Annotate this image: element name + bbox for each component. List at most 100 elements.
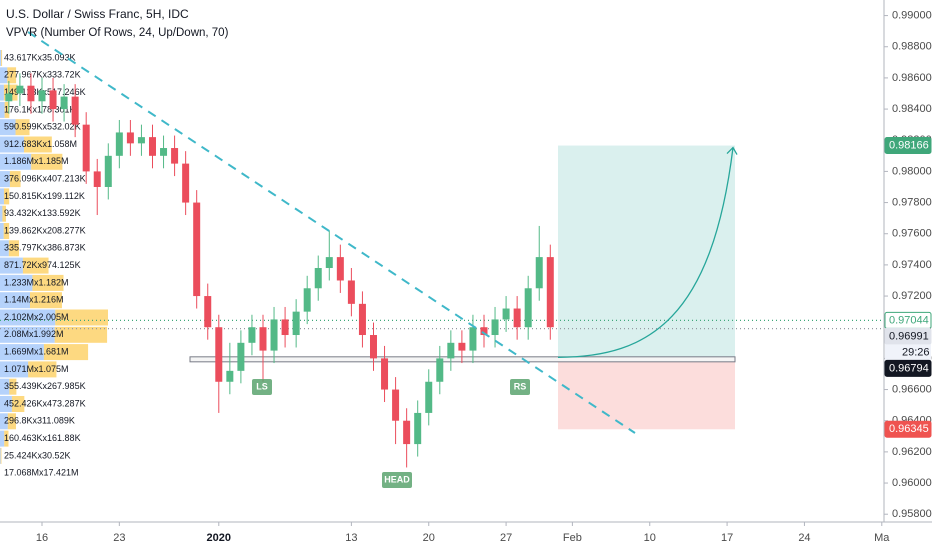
candle-body [38,90,46,102]
candle-body [237,342,245,371]
volume-up-bar [0,309,56,326]
volume-down-bar [28,361,57,378]
candle-body [71,96,79,125]
candle-body [414,412,422,445]
y-tick-label: 0.98600 [892,72,932,84]
price-label-box [884,359,932,377]
time-scale [0,522,932,550]
candle-body [292,311,300,336]
volume-label: 2.08Mx1.992M [4,329,64,339]
volume-up-bar [0,50,2,66]
candle-body [160,148,168,156]
price-label: 0.96345 [889,423,929,435]
candle-body [137,137,145,144]
neckline [189,356,736,363]
candle-body [204,296,212,328]
volume-down-bar [32,274,64,291]
candle-body [60,96,68,110]
annotation-label: LS [256,381,268,391]
candle-body [259,327,267,351]
candle-body [49,90,57,110]
x-tick-label: 10 [644,532,656,544]
overlay: LS RS HEAD [252,146,738,488]
volume-up-bar [0,257,23,274]
y-tick-label: 0.98400 [892,103,932,115]
volume-up-bar [0,84,4,101]
price-label: 0.98166 [889,139,929,151]
price-label: 0.96991 [889,330,929,342]
volume-down-bar [4,430,9,447]
candle-body [369,335,377,359]
candle-body [126,132,134,144]
volume-down-bar [24,136,52,153]
volume-label: 1.669Mx1.681M [4,346,69,356]
candle-body [16,85,24,94]
y-tick-label: 0.98800 [892,41,932,53]
volume-label: 1.233Mx1.182M [4,277,69,287]
volume-total-label: 17.068Mx17.421M [4,468,79,478]
candle-body [115,132,123,156]
volume-up-bar [0,153,32,170]
volume-up-bar [0,119,16,136]
volume-up-bar [0,223,4,239]
volume-label: 93.432Kx133.592K [4,208,81,218]
candle-body [104,155,112,187]
volume-down-bar [7,413,16,430]
volume-up-bar [0,413,8,430]
candle-body [381,358,389,390]
y-tick-label: 0.96000 [892,477,932,489]
chart-title: U.S. Dollar / Swiss Franc, 5H, IDC [6,7,189,21]
volume-up-bar [0,430,5,447]
volume-up-bar [0,447,1,464]
candle-body [281,319,289,336]
volume-down-bar [2,205,6,222]
candle-body [215,327,223,382]
projection-curve [557,147,734,358]
countdown: 29:26 [902,346,930,358]
volume-label: 160.463Kx161.88K [4,433,81,443]
volume-profile: 43.617Kx35.093K277.967Kx333.72K149.123Kx… [0,50,108,478]
price-scale [884,0,932,550]
volume-down-bar [11,396,25,412]
annotation-box [382,472,412,488]
target-zone [558,145,735,360]
axes: 0.958000.960000.962000.964000.966000.968… [36,9,932,543]
y-tick-label: 0.97200 [892,290,932,302]
candle-body [358,303,366,336]
candle-body [171,148,179,164]
price-label-box [884,420,932,438]
candle-body [148,137,156,156]
volume-up-bar [0,188,4,205]
volume-up-bar [0,378,10,395]
candle-body [480,327,488,336]
y-tick-label: 0.99000 [892,9,932,21]
volume-label: 2.102Mx2.005M [4,312,69,322]
candle-body [524,288,532,328]
plot-area [0,73,884,468]
volume-down-bar [1,50,3,66]
volume-down-bar [3,223,10,239]
volume-up-bar [0,240,9,257]
candle-body [347,280,355,304]
price-label-box [884,137,932,155]
volume-down-bar [4,101,10,118]
x-tick-label: Feb [563,532,582,544]
candle-body [447,342,455,359]
candle-body [535,257,543,289]
candle-body [303,288,311,312]
candle-body [513,308,521,328]
volume-label: 452.426Kx473.287K [4,398,86,408]
candle-body [226,370,234,382]
volume-up-bar [0,396,12,412]
candle-body [392,389,400,421]
volume-up-bar [0,344,44,361]
stop-zone [558,359,735,430]
volume-down-bar [22,257,49,274]
volume-down-bar [7,67,17,84]
candle-body [336,257,344,281]
candle-body [182,163,190,203]
annotation-label: RS [514,381,527,391]
candle-body [27,85,35,102]
candle-body [93,171,101,187]
volume-up-bar [0,171,10,188]
